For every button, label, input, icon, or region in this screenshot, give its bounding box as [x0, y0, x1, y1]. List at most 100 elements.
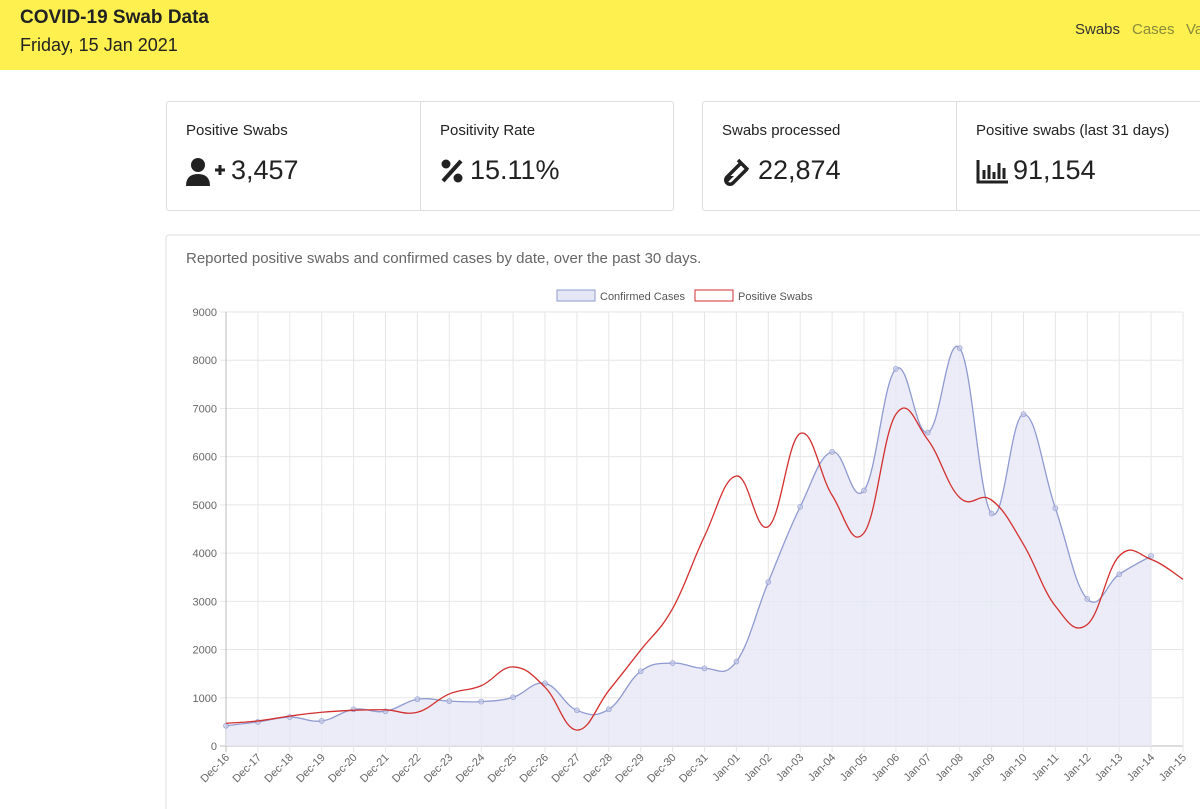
stat-label: Positive swabs (last 31 days)	[976, 122, 1170, 139]
y-tick-label: 8000	[193, 355, 217, 367]
point	[924, 429, 931, 436]
point	[861, 487, 867, 494]
x-tick-label: Jan-01	[710, 752, 742, 784]
x-tick-label: Dec-24	[454, 752, 488, 786]
x-tick-label: Dec-16	[199, 752, 233, 786]
stat-card: Swabs processed 22,874 Positive swabs (l…	[702, 101, 1200, 211]
line	[225, 407, 1184, 731]
x-tick-label: Jan-03	[774, 752, 806, 784]
x-tick-label: Jan-07	[902, 752, 934, 784]
point	[829, 449, 835, 455]
x-tick-label: Jan-14	[1125, 752, 1157, 784]
stat: Positive Swabs 3,457	[167, 102, 421, 210]
icon	[976, 160, 1008, 184]
point	[223, 722, 229, 729]
stat-value: 91,154	[1013, 155, 1096, 185]
point	[1148, 553, 1154, 559]
x-tick-label: Dec-18	[262, 752, 296, 786]
point	[350, 706, 357, 713]
header: COVID-19 Swab Data Friday, 15 Jan 2021 S…	[0, 0, 1200, 70]
stat-label: Positive Swabs	[186, 122, 288, 139]
point	[988, 510, 995, 517]
x-tick-label: Jan-11	[1030, 752, 1062, 784]
icon	[724, 158, 750, 186]
y-tick-label: 9000	[193, 307, 217, 319]
x-tick-label: Dec-17	[230, 752, 264, 786]
y-tick-label: 1000	[193, 693, 217, 705]
y-tick-label: 3000	[193, 596, 217, 608]
x-tick-label: Jan-05	[838, 752, 870, 784]
app-title: COVID-19 Swab Data	[20, 7, 209, 28]
point	[478, 698, 485, 705]
stat: Positive swabs (last 31 days) 91,154	[957, 102, 1200, 210]
y-tick-label: 7000	[193, 403, 217, 415]
area	[226, 346, 1152, 746]
x-tick-label: Dec-22	[390, 752, 424, 786]
line	[225, 345, 1152, 727]
x-tick-label: Dec-23	[422, 752, 456, 786]
y-tick-label: 4000	[193, 548, 217, 560]
point	[797, 504, 804, 510]
point	[1020, 411, 1027, 418]
y-tick-label: 5000	[193, 500, 217, 512]
x-tick-label: Jan-04	[806, 752, 838, 784]
point	[510, 694, 516, 701]
point	[414, 696, 421, 703]
point	[446, 698, 453, 704]
stat-card: Positive Swabs 3,457 Positivity Rate 15.…	[166, 101, 674, 211]
point	[701, 665, 708, 672]
stat-value: 15.11%	[470, 155, 560, 185]
y-tick-label: 2000	[193, 645, 217, 657]
x-tick-label: Dec-27	[549, 752, 583, 786]
stat-label: Swabs processed	[722, 122, 841, 139]
x-tick-label: Dec-30	[645, 752, 679, 786]
x-tick-label: Jan-15	[1157, 752, 1189, 784]
nav-link[interactable]: Cases	[1132, 21, 1175, 38]
point	[542, 680, 548, 687]
chart-card	[165, 234, 1200, 809]
legend-label: Confirmed Cases	[600, 291, 685, 303]
x-tick-label: Dec-28	[581, 752, 615, 786]
icon	[186, 158, 225, 186]
x-tick-label: Dec-29	[613, 752, 647, 786]
stat: Positivity Rate 15.11%	[421, 102, 674, 210]
stat-label: Positivity Rate	[440, 122, 536, 139]
x-tick-label: Jan-13	[1093, 752, 1125, 784]
y-tick-label: 6000	[193, 452, 217, 464]
nav-link[interactable]: Swabs	[1075, 21, 1121, 38]
x-tick-label: Dec-26	[518, 752, 552, 786]
x-tick-label: Dec-25	[486, 752, 520, 786]
point	[733, 658, 740, 665]
point	[1116, 571, 1122, 578]
nav-link[interactable]: Va	[1186, 21, 1200, 38]
legend-label: Positive Swabs	[738, 291, 813, 303]
y-tick-label: 0	[211, 741, 217, 753]
x-tick-label: Jan-09	[965, 752, 997, 784]
x-tick-label: Jan-08	[934, 752, 966, 784]
icon	[441, 159, 463, 183]
x-tick-label: Jan-12	[1061, 752, 1093, 784]
x-tick-label: Jan-02	[742, 752, 774, 784]
point	[956, 345, 963, 351]
stat: Swabs processed 22,874	[703, 102, 957, 210]
point	[893, 366, 899, 372]
point	[637, 668, 644, 675]
stat-value: 22,874	[758, 155, 841, 185]
x-tick-label: Jan-10	[997, 752, 1029, 784]
x-tick-label: Dec-31	[677, 752, 711, 786]
x-tick-label: Dec-21	[358, 752, 392, 786]
x-tick-label: Dec-19	[294, 752, 328, 786]
legend-swatch	[694, 289, 734, 302]
point	[605, 706, 612, 713]
point	[1052, 505, 1059, 512]
legend-swatch	[556, 289, 596, 302]
chart-title: Reported positive swabs and confirmed ca…	[186, 250, 701, 267]
point	[669, 660, 676, 666]
stat-value: 3,457	[231, 155, 299, 185]
date: Friday, 15 Jan 2021	[20, 35, 178, 55]
point	[765, 579, 772, 585]
point	[318, 718, 325, 724]
x-tick-label: Dec-20	[326, 752, 360, 786]
